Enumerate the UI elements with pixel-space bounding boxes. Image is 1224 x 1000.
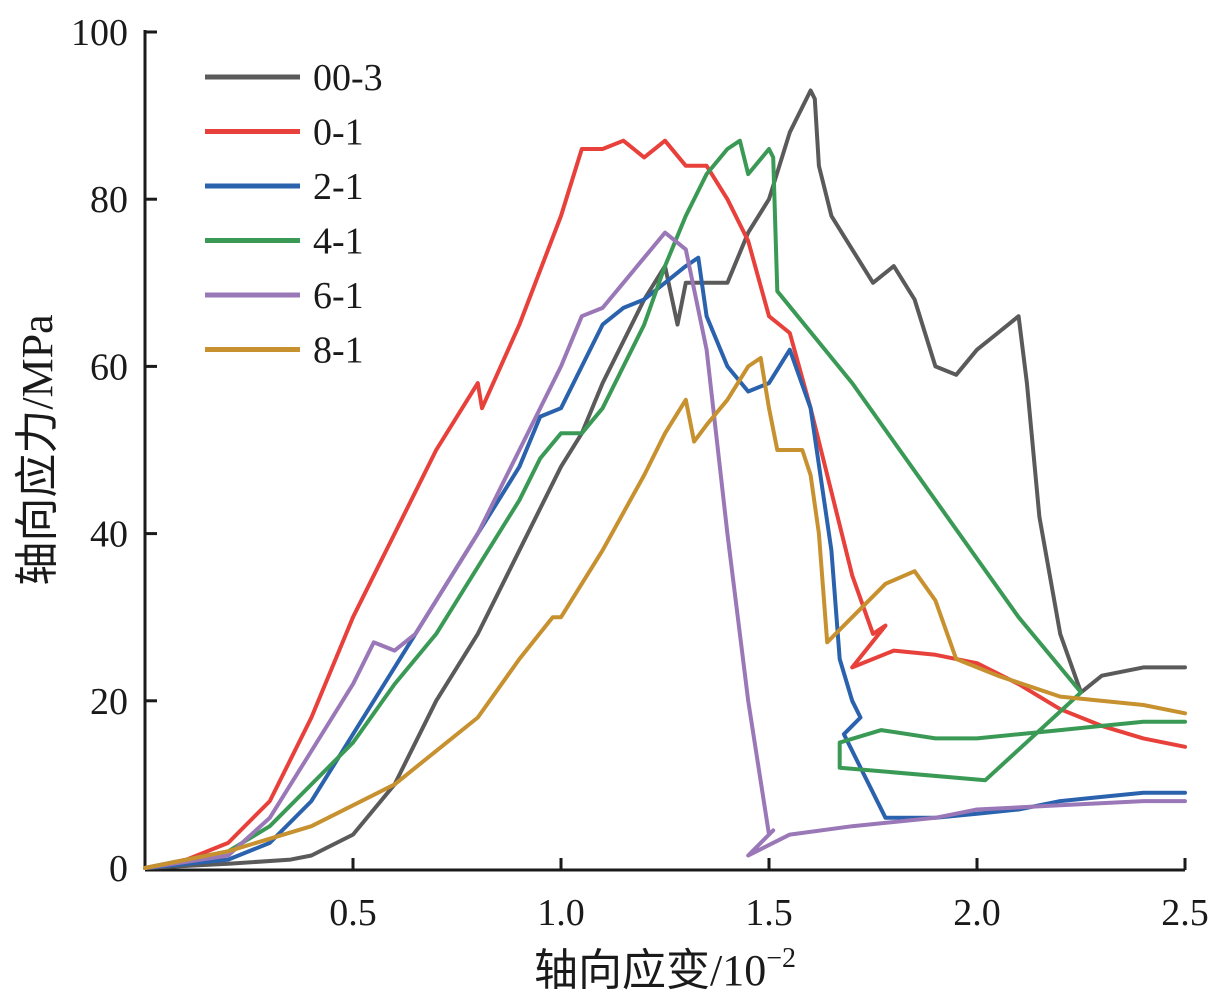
x-tick-label: 2.5 [1161,892,1209,934]
series-line-0-1 [143,138,1187,870]
series-group [143,88,1187,870]
x-tick-label: 2.0 [953,892,1001,934]
legend-label-00-3: 00-3 [313,57,383,99]
y-tick-label: 80 [90,179,128,221]
x-ticks: 0.5 1.0 1.5 2.0 2.5 [329,858,1209,934]
series-line-00-3 [143,88,1187,870]
series-line-4-1 [143,138,1187,870]
y-axis-title: 轴向应力/MPa [13,314,62,585]
x-tick-label: 1.0 [537,892,585,934]
legend-label-4-1: 4-1 [313,221,364,263]
series-line-8-1 [143,356,1187,870]
x-axis-title-sup: −2 [766,943,796,974]
x-axis-title: 轴向应变/10−2 [534,943,796,995]
axes [143,30,1185,872]
legend-label-6-1: 6-1 [313,275,364,317]
x-axis-title-main: 轴向应变/10 [534,946,766,995]
legend: 00-3 0-1 2-1 4-1 6-1 8-1 [205,57,383,372]
x-tick-label: 1.5 [745,892,793,934]
series-line-6-1 [143,230,1187,870]
y-tick-label: 20 [90,681,128,723]
legend-label-8-1: 8-1 [313,330,364,372]
y-tick-label: 100 [71,12,128,54]
y-tick-label: 60 [90,346,128,388]
x-tick-label: 0.5 [329,892,377,934]
y-tick-label: 0 [109,848,128,890]
legend-label-2-1: 2-1 [313,166,364,208]
series-line-2-1 [143,255,1187,870]
y-tick-label: 40 [90,514,128,556]
legend-label-0-1: 0-1 [313,112,364,154]
